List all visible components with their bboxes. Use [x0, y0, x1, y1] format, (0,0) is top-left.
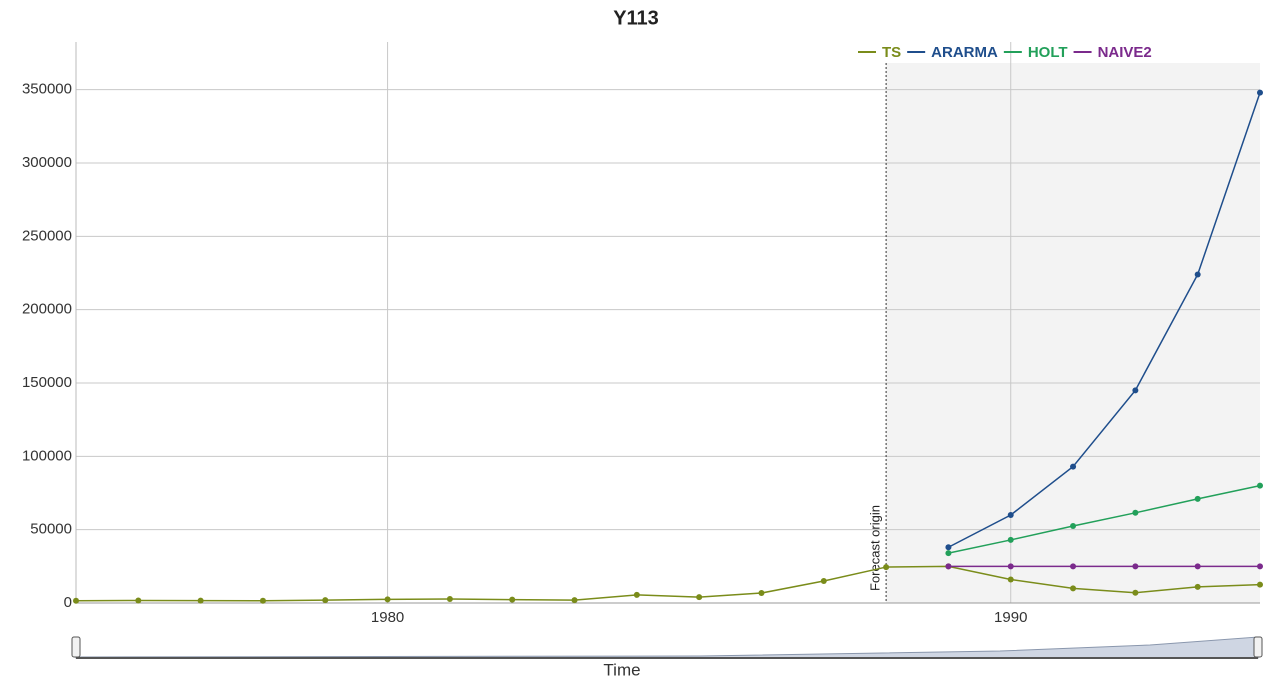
forecast-origin-label: Forecast origin — [868, 505, 883, 591]
data-point — [1194, 583, 1201, 590]
navigator-handle[interactable] — [1253, 636, 1263, 658]
data-point — [1257, 563, 1263, 570]
data-point — [197, 597, 204, 604]
series-line — [948, 92, 1261, 548]
data-point — [1070, 563, 1077, 570]
legend-label: HOLT — [1028, 44, 1068, 61]
y-tick-label: 0 — [64, 594, 72, 611]
y-tick-label: 200000 — [22, 301, 72, 318]
series-line — [948, 484, 1261, 554]
data-point — [758, 590, 765, 597]
navigator-handle[interactable] — [71, 636, 81, 658]
x-tick-label: 1990 — [994, 609, 1027, 626]
data-point — [1257, 581, 1263, 588]
forecast-region — [886, 63, 1260, 603]
data-point — [1070, 585, 1077, 592]
data-point — [1007, 536, 1014, 543]
data-point — [633, 591, 640, 598]
data-point — [1132, 387, 1139, 394]
data-point — [509, 596, 516, 603]
series-line — [75, 565, 1261, 602]
data-point — [1070, 463, 1077, 470]
data-point — [1007, 512, 1014, 518]
data-point — [1257, 482, 1263, 489]
data-point — [259, 597, 266, 604]
data-point — [1194, 495, 1201, 502]
data-point — [696, 594, 703, 601]
data-point — [1257, 89, 1263, 96]
y-tick-label: 150000 — [22, 374, 72, 391]
data-point — [945, 544, 952, 551]
y-tick-label: 50000 — [30, 521, 72, 538]
x-axis-label: Time — [603, 660, 640, 679]
y-tick-label: 300000 — [22, 154, 72, 171]
data-point — [571, 597, 578, 604]
y-tick-label: 250000 — [22, 227, 72, 244]
y-tick-label: 350000 — [22, 81, 72, 98]
data-point — [1194, 563, 1201, 570]
data-point — [1007, 576, 1014, 583]
data-point — [820, 578, 827, 584]
data-point — [384, 596, 391, 603]
legend-label: NAIVE2 — [1098, 44, 1152, 61]
data-point — [945, 550, 952, 557]
chart-title: Y113 — [613, 7, 659, 29]
y-tick-label: 100000 — [22, 447, 72, 464]
navigator-area — [75, 636, 1259, 659]
data-point — [1132, 589, 1139, 596]
legend-label: ARARMA — [931, 44, 998, 61]
data-point — [883, 564, 890, 571]
data-point — [322, 597, 329, 604]
data-point — [135, 597, 142, 604]
data-point — [1070, 523, 1077, 529]
data-point — [1132, 563, 1139, 570]
legend-label: TS — [882, 44, 901, 61]
data-point — [1132, 509, 1139, 516]
data-point — [945, 563, 952, 570]
data-point — [446, 596, 453, 603]
data-point — [73, 597, 79, 604]
x-tick-label: 1980 — [371, 609, 404, 626]
navigator[interactable] — [71, 636, 1263, 659]
data-point — [1194, 271, 1201, 278]
data-point — [1007, 563, 1014, 570]
